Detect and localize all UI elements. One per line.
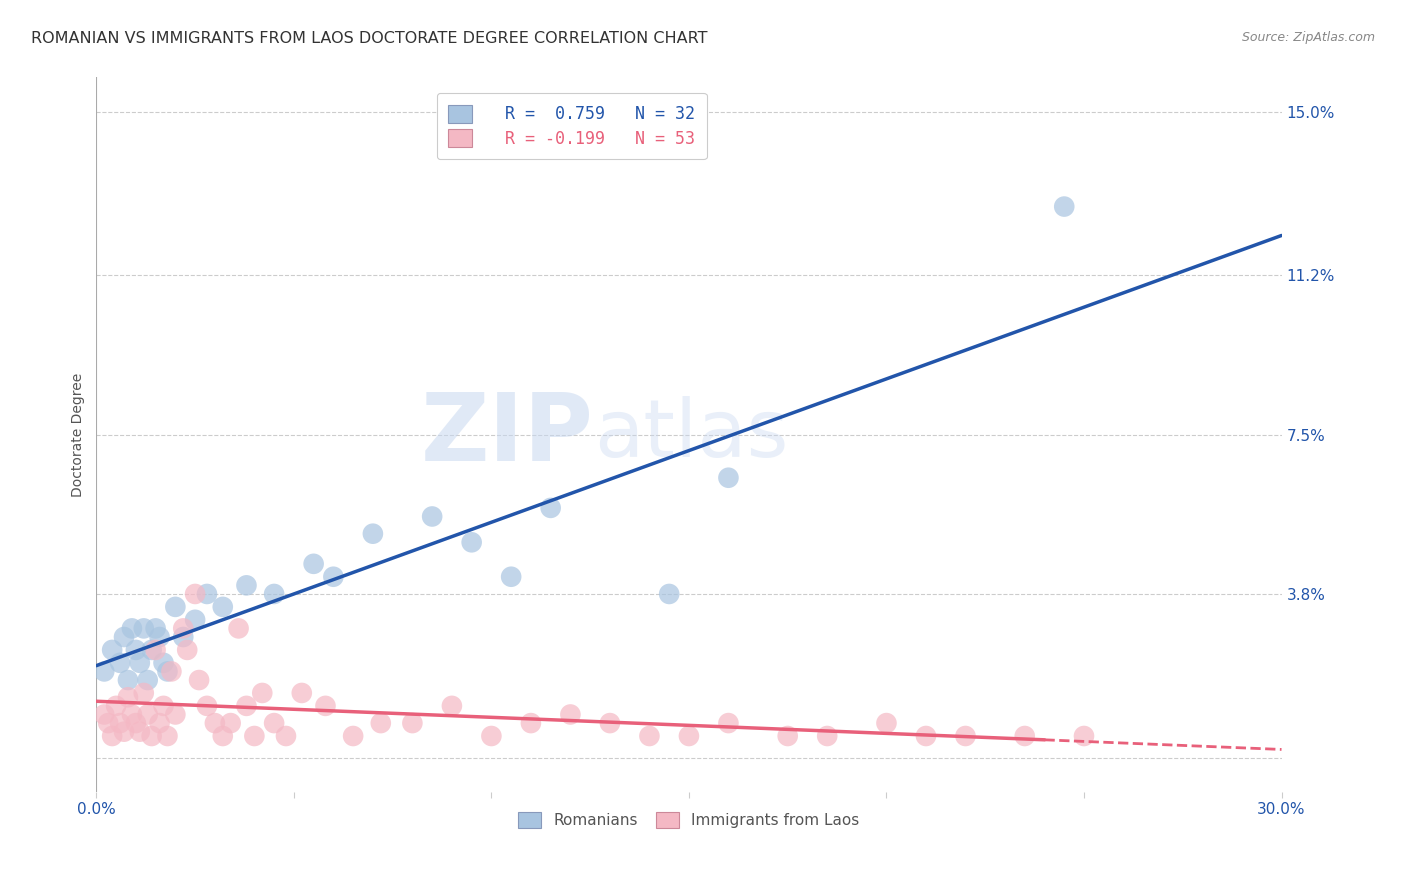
Point: [156, 729, 179, 743]
Point: [658, 587, 681, 601]
Point: [108, 656, 131, 670]
Point: [274, 729, 297, 743]
Point: [342, 729, 364, 743]
Point: [160, 665, 183, 679]
Point: [204, 716, 226, 731]
Point: [291, 686, 314, 700]
Point: [101, 729, 124, 743]
Point: [638, 729, 661, 743]
Point: [322, 570, 344, 584]
Point: [263, 716, 285, 731]
Point: [148, 630, 170, 644]
Point: [121, 621, 143, 635]
Point: [112, 724, 135, 739]
Point: [252, 686, 274, 700]
Point: [101, 643, 124, 657]
Point: [108, 716, 131, 731]
Point: [678, 729, 700, 743]
Text: ROMANIAN VS IMMIGRANTS FROM LAOS DOCTORATE DEGREE CORRELATION CHART: ROMANIAN VS IMMIGRANTS FROM LAOS DOCTORA…: [31, 31, 707, 46]
Point: [132, 621, 155, 635]
Point: [105, 698, 128, 713]
Point: [401, 716, 423, 731]
Point: [148, 716, 170, 731]
Point: [717, 716, 740, 731]
Text: ZIP: ZIP: [422, 389, 595, 481]
Point: [560, 707, 582, 722]
Point: [184, 587, 207, 601]
Point: [1014, 729, 1036, 743]
Point: [165, 599, 187, 614]
Point: [188, 673, 211, 687]
Point: [128, 656, 150, 670]
Point: [235, 578, 257, 592]
Point: [915, 729, 938, 743]
Point: [136, 707, 159, 722]
Point: [370, 716, 392, 731]
Point: [599, 716, 621, 731]
Point: [460, 535, 482, 549]
Point: [211, 729, 233, 743]
Point: [1053, 200, 1076, 214]
Point: [141, 729, 163, 743]
Text: atlas: atlas: [595, 396, 789, 474]
Point: [112, 630, 135, 644]
Point: [219, 716, 242, 731]
Point: [501, 570, 523, 584]
Point: [97, 716, 120, 731]
Point: [420, 509, 443, 524]
Point: [815, 729, 838, 743]
Point: [141, 643, 163, 657]
Point: [93, 665, 115, 679]
Point: [172, 621, 194, 635]
Point: [152, 698, 174, 713]
Y-axis label: Doctorate Degree: Doctorate Degree: [72, 373, 86, 497]
Point: [136, 673, 159, 687]
Point: [481, 729, 503, 743]
Point: [145, 643, 167, 657]
Legend: Romanians, Immigrants from Laos: Romanians, Immigrants from Laos: [512, 805, 866, 834]
Point: [717, 471, 740, 485]
Point: [128, 724, 150, 739]
Point: [243, 729, 266, 743]
Point: [145, 621, 167, 635]
Point: [121, 707, 143, 722]
Point: [1073, 729, 1095, 743]
Point: [117, 673, 139, 687]
Point: [302, 557, 325, 571]
Point: [184, 613, 207, 627]
Point: [520, 716, 543, 731]
Point: [195, 698, 218, 713]
Point: [440, 698, 463, 713]
Point: [211, 599, 233, 614]
Point: [235, 698, 257, 713]
Point: [955, 729, 977, 743]
Point: [776, 729, 799, 743]
Point: [93, 707, 115, 722]
Point: [195, 587, 218, 601]
Point: [263, 587, 285, 601]
Point: [875, 716, 897, 731]
Point: [117, 690, 139, 705]
Point: [540, 500, 562, 515]
Text: Source: ZipAtlas.com: Source: ZipAtlas.com: [1241, 31, 1375, 45]
Point: [176, 643, 198, 657]
Point: [228, 621, 250, 635]
Point: [152, 656, 174, 670]
Point: [314, 698, 336, 713]
Point: [132, 686, 155, 700]
Point: [172, 630, 194, 644]
Point: [361, 526, 384, 541]
Point: [165, 707, 187, 722]
Point: [125, 716, 148, 731]
Point: [125, 643, 148, 657]
Point: [156, 665, 179, 679]
